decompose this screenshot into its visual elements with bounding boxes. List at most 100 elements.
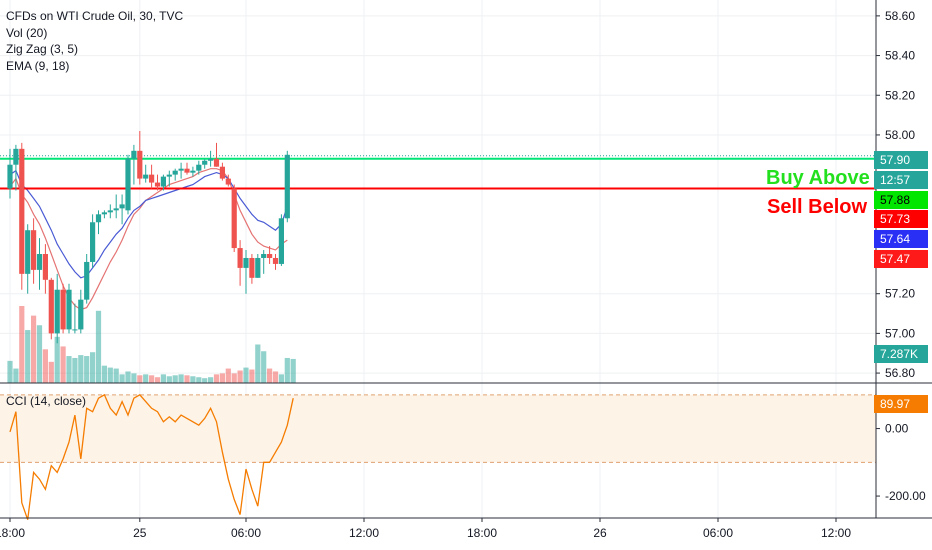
candle xyxy=(278,214,284,266)
candle-body xyxy=(13,148,19,165)
buy-above-annotation: Buy Above xyxy=(766,167,870,189)
volume-bar xyxy=(119,374,125,383)
candle-body xyxy=(202,160,208,165)
candle xyxy=(178,162,184,179)
candle-body xyxy=(219,166,225,179)
candle xyxy=(272,254,279,270)
candle-body xyxy=(237,248,243,268)
candle xyxy=(119,194,125,225)
candle-body xyxy=(160,176,166,187)
volume-bar xyxy=(149,375,155,383)
volume-bar xyxy=(190,376,196,383)
candle-body xyxy=(284,154,290,219)
legend-volume: Vol (20) xyxy=(6,25,48,40)
volume-bar xyxy=(196,377,202,383)
candle xyxy=(237,240,243,286)
candle-body xyxy=(143,174,149,179)
volume-bar xyxy=(202,378,208,383)
volume-bar xyxy=(278,374,284,383)
candle xyxy=(66,283,72,334)
candle-body xyxy=(72,329,78,331)
ema-lines xyxy=(9,168,288,311)
candle xyxy=(7,148,13,199)
candle-body xyxy=(178,168,184,171)
candle-body xyxy=(7,164,13,189)
candle xyxy=(184,162,190,175)
sell-below-annotation: Sell Below xyxy=(767,196,868,218)
time-tick-label: 18:00 xyxy=(467,526,497,540)
ema-slow-line xyxy=(9,168,288,311)
candle xyxy=(243,250,249,294)
candle-body xyxy=(231,188,237,249)
time-tick-label: 18:00 xyxy=(0,526,25,540)
volume-bar xyxy=(78,355,84,383)
candle-body xyxy=(267,254,273,258)
candle-body xyxy=(131,150,137,159)
volume-bar xyxy=(208,377,214,383)
candle xyxy=(255,254,261,278)
volume-bar xyxy=(137,375,143,383)
candle-body xyxy=(78,299,84,330)
volume-bar xyxy=(42,349,48,383)
candle xyxy=(261,250,267,274)
candle xyxy=(166,170,172,187)
candle-body xyxy=(249,257,255,278)
cci-tick-label: -200.00 xyxy=(885,489,926,503)
candle-body xyxy=(60,289,66,330)
time-tick-label: 12:00 xyxy=(821,526,851,540)
candle-body xyxy=(19,148,25,274)
candle-body xyxy=(84,261,90,300)
candle xyxy=(42,244,48,294)
candle-body xyxy=(154,182,161,187)
cci-band xyxy=(0,394,876,463)
candle xyxy=(31,218,37,284)
candle xyxy=(149,164,155,189)
volume-bar xyxy=(172,375,178,383)
sell-level-label: 57.73 xyxy=(874,210,928,228)
volume-bar xyxy=(166,376,172,383)
volume-bar xyxy=(249,369,255,383)
price-tick-label: 58.40 xyxy=(885,49,915,63)
tick-labels: 58.60 58.40 58.20 58.00 57.20 57.00 56.80 0.00 -… xyxy=(0,9,926,540)
candle xyxy=(36,238,43,290)
candle xyxy=(208,150,214,167)
volume-bar xyxy=(261,351,267,383)
candle-body xyxy=(243,257,249,268)
candle xyxy=(249,254,255,284)
candle-body xyxy=(208,158,214,161)
price-tick-label: 58.00 xyxy=(885,128,915,142)
volume-bar xyxy=(219,373,225,383)
candle-body xyxy=(184,168,190,173)
candle xyxy=(25,224,31,294)
candle-body xyxy=(125,158,131,211)
ema-fast-label: 57.64 xyxy=(874,230,928,248)
volume-bar xyxy=(7,360,13,383)
candle-body xyxy=(119,204,125,209)
candle xyxy=(213,142,220,167)
candle-body xyxy=(149,174,155,183)
candle-body xyxy=(31,230,37,270)
candlesticks xyxy=(7,130,290,344)
candle-body xyxy=(107,210,113,213)
volume-bar xyxy=(19,306,25,383)
cci-series-line xyxy=(9,393,294,520)
candle-body xyxy=(42,254,48,280)
candle-body xyxy=(25,230,31,274)
candle-body xyxy=(90,222,96,262)
candle xyxy=(90,214,96,268)
candle xyxy=(125,154,131,215)
candle-body xyxy=(54,289,60,334)
candle-body xyxy=(196,164,202,171)
volume-bar xyxy=(113,368,119,383)
candle xyxy=(84,254,90,304)
volume-bar xyxy=(213,374,220,383)
candle xyxy=(95,210,102,235)
candle xyxy=(219,162,225,181)
candle-body xyxy=(48,279,54,334)
time-tick-label: 06:00 xyxy=(703,526,733,540)
cci-band-fill xyxy=(0,394,876,463)
candle-body xyxy=(36,254,43,270)
volume-bar xyxy=(290,358,296,383)
candle xyxy=(113,194,119,219)
